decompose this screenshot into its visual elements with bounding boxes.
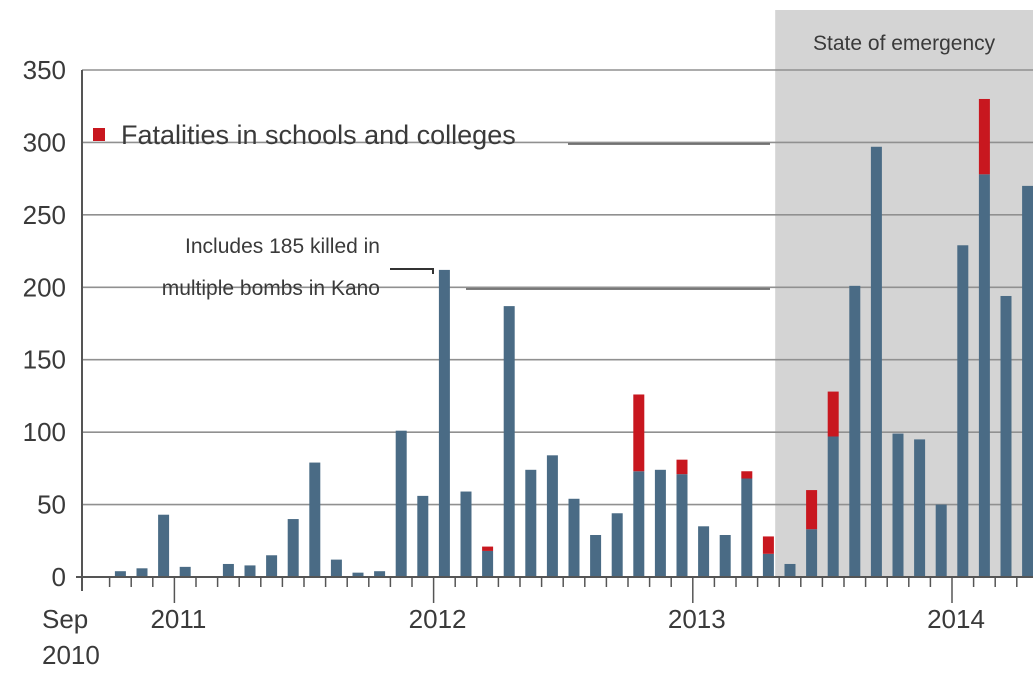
bar-other: [525, 469, 537, 577]
bar-schools: [676, 459, 688, 475]
annotation-leader-line: [390, 268, 434, 274]
bar-other: [114, 571, 126, 577]
bar-other: [827, 436, 839, 577]
bar-other: [222, 563, 234, 577]
x-tick-label: 2011: [150, 604, 206, 634]
annotation-line-1: Includes 185 killed in: [185, 235, 380, 258]
bar-other: [741, 478, 753, 577]
bar-other: [287, 519, 299, 577]
bar-other: [676, 474, 688, 577]
legend-swatch-schools: [93, 128, 105, 141]
bar-other: [590, 534, 602, 577]
bar-other: [633, 471, 645, 577]
bar-other: [374, 571, 386, 577]
bar-other: [849, 285, 861, 577]
annotation-kano: Includes 185 killed in multiple bombs in…: [162, 235, 770, 300]
y-tick-label: 100: [23, 417, 66, 447]
bar-other: [136, 568, 148, 577]
bar-other: [611, 513, 623, 577]
bar-other: [784, 563, 796, 577]
bar-other: [482, 550, 494, 577]
bar-schools: [762, 536, 774, 554]
bar-other: [1000, 295, 1012, 577]
bar-other: [503, 306, 515, 577]
y-tick-label: 200: [23, 272, 66, 302]
x-tick-label: 2012: [409, 604, 467, 634]
bar-other: [309, 462, 321, 577]
bar-schools: [741, 471, 753, 479]
x-tick-label: 2014: [927, 604, 985, 634]
y-tick-label: 250: [23, 200, 66, 230]
y-tick-label: 150: [23, 345, 66, 375]
bar-schools: [978, 98, 990, 175]
bar-other: [762, 553, 774, 577]
x-tick-label-year: 2010: [42, 640, 100, 670]
bar-other: [892, 433, 904, 577]
bar-other: [266, 555, 278, 577]
bar-other: [417, 495, 429, 577]
annotation-line-2: multiple bombs in Kano: [162, 277, 380, 300]
legend-label: Fatalities in schools and colleges: [121, 120, 516, 150]
bar-other: [698, 526, 710, 577]
y-tick-label: 0: [52, 562, 66, 592]
bar-other: [935, 504, 947, 577]
bar-schools: [827, 391, 839, 437]
bar-schools: [482, 546, 494, 551]
bar-other: [719, 534, 731, 577]
bar-schools: [633, 394, 645, 472]
bar-other: [568, 498, 580, 577]
bar-other: [957, 245, 969, 577]
bar-other: [460, 491, 472, 577]
bar-other: [330, 559, 342, 577]
bar-other: [654, 469, 666, 577]
bar-other: [158, 514, 170, 577]
state-of-emergency-label: State of emergency: [813, 32, 996, 55]
y-tick-label: 300: [23, 127, 66, 157]
x-tick-label: Sep: [42, 604, 88, 634]
bar-schools: [806, 490, 818, 530]
bar-other: [806, 529, 818, 577]
bar-other: [1022, 185, 1033, 577]
bar-other: [438, 269, 450, 577]
y-tick-label: 350: [23, 55, 66, 85]
bar-other: [244, 565, 256, 577]
x-tick-label: 2013: [668, 604, 726, 634]
legend: Fatalities in schools and colleges: [93, 120, 770, 150]
bar-other: [978, 174, 990, 577]
bar-other: [179, 566, 191, 577]
state-of-emergency-shade: [775, 10, 1033, 577]
bar-other: [914, 439, 926, 577]
y-tick-label: 50: [37, 490, 66, 520]
bar-other: [870, 146, 882, 577]
bar-other: [546, 455, 558, 577]
bar-other: [395, 430, 407, 577]
bar-other: [352, 572, 364, 577]
